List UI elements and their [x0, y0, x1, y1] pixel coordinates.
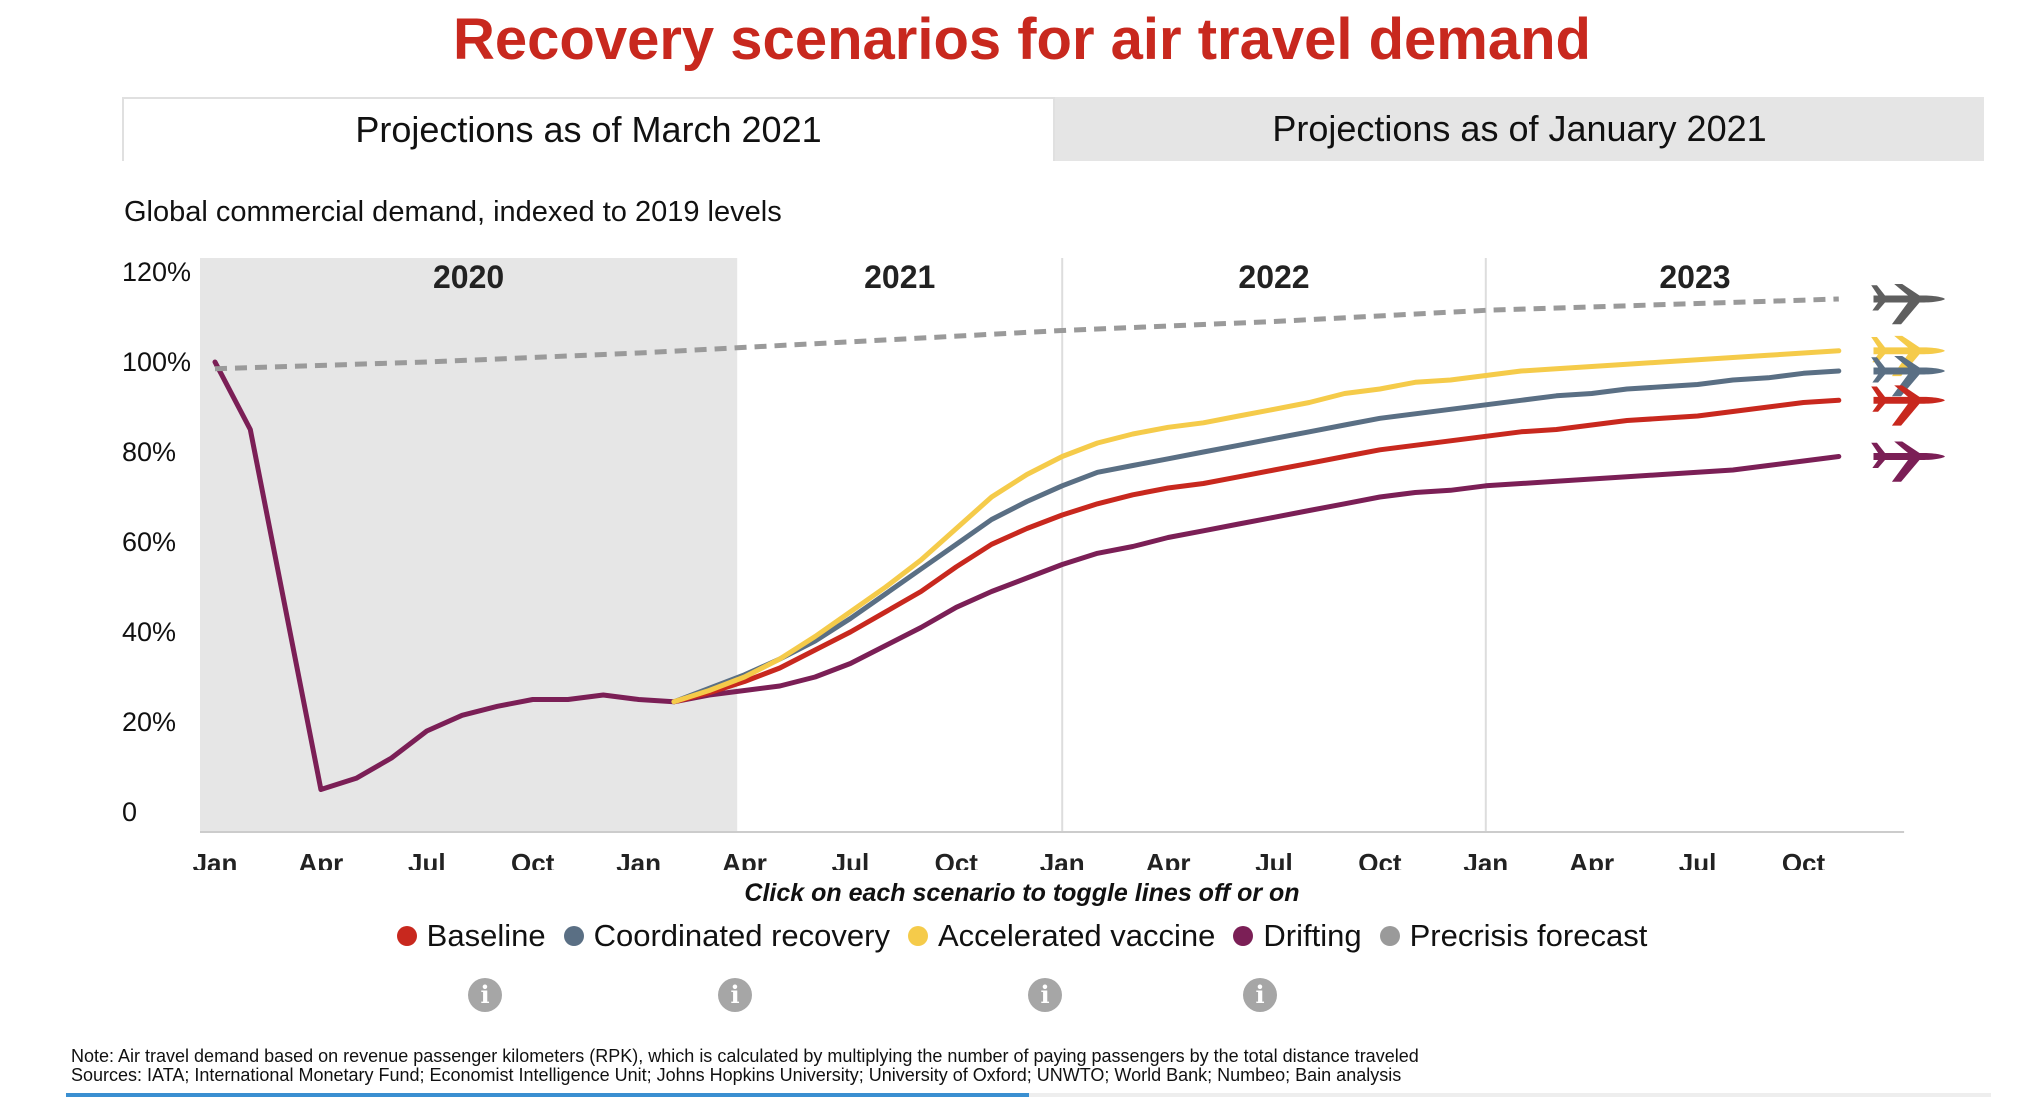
x-tick-label: Apr [299, 848, 344, 870]
toggle-instructions: Click on each scenario to toggle lines o… [744, 879, 1300, 907]
x-tick-label: Oct [511, 848, 555, 870]
series-line-precrisis-forecast [214, 296, 1839, 372]
chart-subtitle: Global commercial demand, indexed to 201… [124, 196, 782, 228]
legend-dot [1379, 926, 1400, 946]
legend-label: Coordinated recovery [593, 918, 890, 953]
series-line-accelerated-vaccine [671, 348, 1842, 705]
legend-dot [907, 926, 928, 946]
projection-tabs: Projections as of March 2021 Projections… [122, 97, 1984, 161]
x-tick-label: Apr [722, 848, 767, 870]
x-tick-label: Jan [616, 848, 661, 870]
legend-label: Drifting [1263, 918, 1362, 953]
year-label: 2021 [864, 259, 935, 295]
legend-label: Baseline [426, 918, 546, 953]
legend-item-precrisis-forecast[interactable]: Precrisis forecast [1379, 918, 1648, 954]
note-text: Note: Air travel demand based on revenue… [71, 1046, 1419, 1066]
x-tick-label: Jan [193, 848, 238, 870]
x-tick-label: Jul [1679, 848, 1717, 870]
airplane-icon [1871, 441, 1945, 482]
year-label: 2022 [1238, 259, 1309, 295]
x-tick-label: Apr [1569, 848, 1614, 870]
x-tick-label: Jul [832, 848, 870, 870]
x-tick-label: Jul [408, 848, 446, 870]
x-tick-label: Oct [1358, 848, 1402, 870]
scroll-progress-track [66, 1093, 1991, 1097]
legend-label: Precrisis forecast [1409, 918, 1648, 953]
x-tick-label: Oct [1782, 848, 1826, 870]
legend-dot [1233, 926, 1254, 946]
legend-item-accelerated-vaccine[interactable]: Accelerated vaccine [907, 918, 1216, 954]
year-label: 2023 [1659, 259, 1730, 295]
legend-dot [396, 926, 417, 946]
x-tick-label: Jan [1040, 848, 1085, 870]
tab-march-2021[interactable]: Projections as of March 2021 [122, 97, 1055, 161]
info-icon-baseline[interactable]: i [468, 978, 502, 1012]
series-line-baseline [671, 397, 1842, 705]
line-chart: 2020 2021 2022 2023 0 20% 40% 60% 80% 100% 120% Jan… [122, 257, 1945, 870]
airplane-icon [1871, 284, 1945, 325]
tab-january-2021[interactable]: Projections as of January 2021 [1055, 97, 1984, 161]
legend-label: Accelerated vaccine [937, 918, 1216, 953]
legend-item-coordinated-recovery[interactable]: Coordinated recovery [563, 918, 890, 954]
legend-item-drifting[interactable]: Drifting [1233, 918, 1362, 954]
shaded-region-2020 [200, 258, 738, 832]
y-tick-label: 20% [122, 707, 176, 737]
legend-item-baseline[interactable]: Baseline [396, 918, 546, 954]
info-icon-drifting[interactable]: i [1243, 978, 1277, 1012]
year-label: 2020 [433, 259, 504, 295]
y-tick-label: 100% [122, 347, 191, 377]
series-line-coordinated-recovery [671, 368, 1842, 705]
y-tick-label: 60% [122, 527, 176, 557]
series-line-drifting [212, 359, 1842, 792]
airplane-icon [1871, 335, 1945, 377]
scroll-progress-fill [66, 1093, 1029, 1097]
y-tick-label: 40% [122, 617, 176, 647]
x-tick-label: Apr [1146, 848, 1191, 870]
x-tick-label: Jan [1463, 848, 1508, 870]
x-tick-label: Jul [1255, 848, 1293, 870]
y-tick-label: 120% [122, 257, 191, 287]
legend: Baseline Coordinated recovery Accelerate… [0, 918, 2044, 954]
chart-title: Recovery scenarios for air travel demand [453, 7, 1591, 72]
airplane-icon [1871, 385, 1945, 426]
footnote: Note: Air travel demand based on revenue… [71, 1047, 1419, 1085]
info-icon-accelerated-vaccine[interactable]: i [1028, 978, 1062, 1012]
sources-text: Sources: IATA; International Monetary Fu… [71, 1065, 1402, 1085]
y-tick-label: 0 [122, 797, 137, 827]
info-icon-coordinated-recovery[interactable]: i [718, 978, 752, 1012]
x-tick-label: Oct [935, 848, 979, 870]
y-tick-label: 80% [122, 437, 176, 467]
legend-dot [563, 926, 584, 946]
airplane-icon [1871, 356, 1945, 397]
